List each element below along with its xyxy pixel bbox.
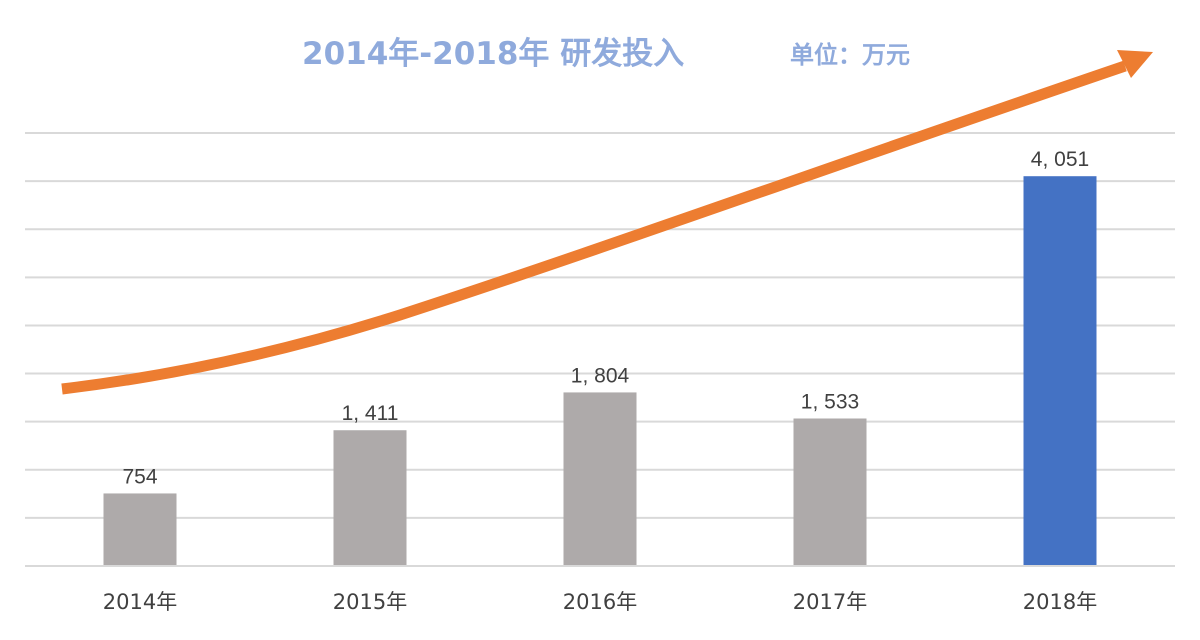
x-tick-label: 2018年 — [1023, 590, 1097, 614]
x-tick-label: 2017年 — [793, 590, 867, 614]
data-label: 4, 051 — [1031, 148, 1089, 171]
bar — [103, 493, 177, 566]
chart-title: 2014年-2018年 研发投入 — [302, 36, 685, 72]
trend-arrow-head-icon — [1117, 50, 1153, 78]
unit-label: 单位：万元 — [790, 41, 910, 69]
trend-arrow-line — [61, 60, 1127, 395]
bar — [563, 392, 637, 566]
bar — [1023, 176, 1097, 566]
x-tick-label: 2015年 — [333, 590, 407, 614]
bar — [333, 430, 407, 566]
x-tick-label: 2014年 — [103, 590, 177, 614]
x-tick-label: 2016年 — [563, 590, 637, 614]
bar — [793, 418, 867, 566]
data-label: 1, 411 — [342, 402, 399, 425]
data-label: 754 — [122, 465, 157, 488]
data-label: 1, 804 — [571, 364, 630, 387]
data-label: 1, 533 — [801, 390, 859, 413]
